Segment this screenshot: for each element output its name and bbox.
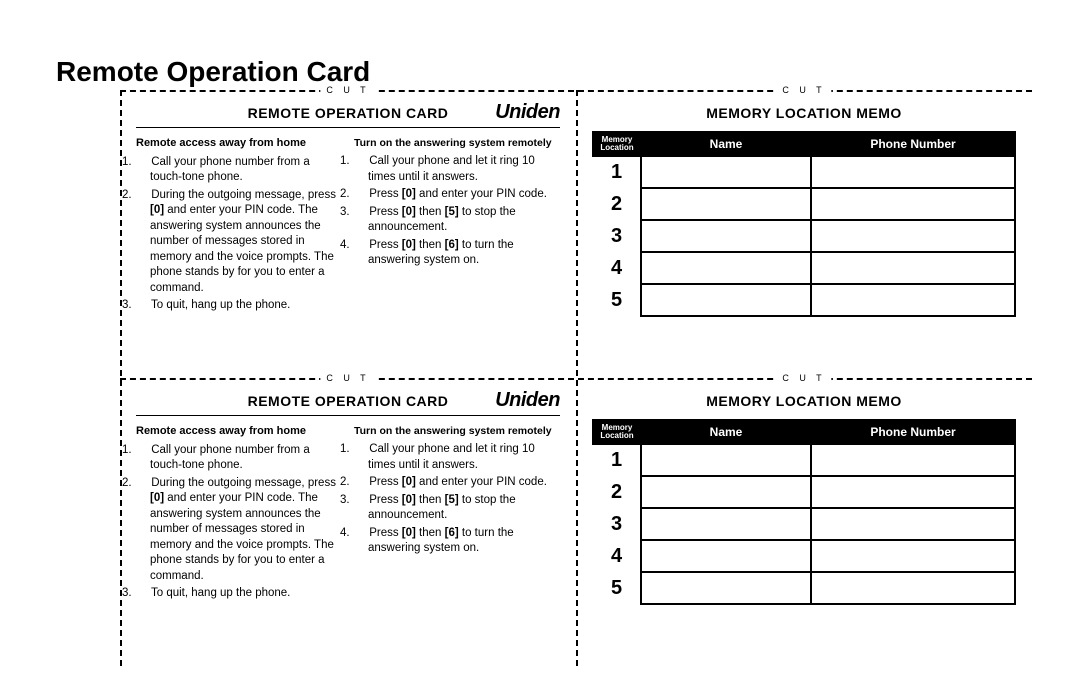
table-row: 5 bbox=[593, 284, 1015, 316]
cell-name[interactable] bbox=[641, 188, 811, 220]
cell-name[interactable] bbox=[641, 220, 811, 252]
cell-name[interactable] bbox=[641, 572, 811, 604]
cell-name[interactable] bbox=[641, 156, 811, 188]
memo-title: MEMORY LOCATION MEMO bbox=[592, 105, 1016, 121]
card-title: REMOTE OPERATION CARD bbox=[248, 105, 449, 121]
instruction-item: 2. Press [0] and enter your PIN code. bbox=[354, 187, 560, 203]
cell-phone[interactable] bbox=[811, 540, 1015, 572]
cell-phone[interactable] bbox=[811, 476, 1015, 508]
brand-logo: Uniden bbox=[495, 101, 560, 124]
operation-card: REMOTE OPERATION CARD Uniden Remote access… bbox=[128, 93, 568, 373]
instruction-item: 2. Press [0] and enter your PIN code. bbox=[354, 475, 560, 491]
memo-table: MemoryLocationNamePhone Number 12345 bbox=[592, 131, 1016, 317]
cell-phone[interactable] bbox=[811, 508, 1015, 540]
row-index: 4 bbox=[593, 252, 641, 284]
instruction-item: 3. To quit, hang up the phone. bbox=[136, 586, 342, 602]
col-header-name: Name bbox=[641, 420, 811, 444]
card-title: REMOTE OPERATION CARD bbox=[248, 393, 449, 409]
cell-phone[interactable] bbox=[811, 188, 1015, 220]
table-row: 4 bbox=[593, 252, 1015, 284]
row-index: 4 bbox=[593, 540, 641, 572]
instruction-item: 3. Press [0] then [5] to stop the announ… bbox=[354, 205, 560, 236]
cell-name[interactable] bbox=[641, 284, 811, 316]
col-heading: Remote access away from home bbox=[136, 136, 342, 151]
cell-name[interactable] bbox=[641, 476, 811, 508]
instruction-item: 4. Press [0] then [6] to turn the answer… bbox=[354, 238, 560, 269]
row-index: 3 bbox=[593, 508, 641, 540]
instruction-item: 2. During the outgoing message, press [0… bbox=[136, 476, 342, 585]
page-title: Remote Operation Card bbox=[56, 56, 370, 88]
instruction-item: 1. Call your phone and let it ring 10 ti… bbox=[354, 442, 560, 473]
table-row: 3 bbox=[593, 220, 1015, 252]
cell-name[interactable] bbox=[641, 252, 811, 284]
table-row: 4 bbox=[593, 540, 1015, 572]
row-index: 2 bbox=[593, 476, 641, 508]
instruction-item: 3. To quit, hang up the phone. bbox=[136, 298, 342, 314]
instruction-list: 1. Call your phone number from a touch-t… bbox=[136, 155, 342, 314]
cell-phone[interactable] bbox=[811, 252, 1015, 284]
cell-name[interactable] bbox=[641, 540, 811, 572]
instruction-item: 1. Call your phone number from a touch-t… bbox=[136, 443, 342, 474]
memory-memo: MEMORY LOCATION MEMO MemoryLocationNamePh… bbox=[584, 93, 1024, 373]
row-index: 3 bbox=[593, 220, 641, 252]
row-index: 1 bbox=[593, 444, 641, 476]
memo-table: MemoryLocationNamePhone Number 12345 bbox=[592, 419, 1016, 605]
col-header-name: Name bbox=[641, 132, 811, 156]
col-heading: Turn on the answering system remotely bbox=[354, 136, 560, 150]
instruction-list: 1. Call your phone number from a touch-t… bbox=[136, 443, 342, 602]
instruction-item: 1. Call your phone number from a touch-t… bbox=[136, 155, 342, 186]
memory-memo: MEMORY LOCATION MEMO MemoryLocationNamePh… bbox=[584, 381, 1024, 661]
cell-phone[interactable] bbox=[811, 220, 1015, 252]
table-row: 2 bbox=[593, 476, 1015, 508]
col-header-phone: Phone Number bbox=[811, 420, 1015, 444]
cell-name[interactable] bbox=[641, 508, 811, 540]
col-heading: Turn on the answering system remotely bbox=[354, 424, 560, 438]
card-grid: C U T C U T C U T C U T REMOTE OPERATION… bbox=[120, 90, 1032, 666]
table-row: 2 bbox=[593, 188, 1015, 220]
row-index: 2 bbox=[593, 188, 641, 220]
instruction-list: 1. Call your phone and let it ring 10 ti… bbox=[354, 442, 560, 557]
cell-phone[interactable] bbox=[811, 572, 1015, 604]
memo-title: MEMORY LOCATION MEMO bbox=[592, 393, 1016, 409]
row-index: 1 bbox=[593, 156, 641, 188]
table-row: 5 bbox=[593, 572, 1015, 604]
col-heading: Remote access away from home bbox=[136, 424, 342, 439]
table-row: 1 bbox=[593, 156, 1015, 188]
instruction-item: 2. During the outgoing message, press [0… bbox=[136, 188, 342, 297]
cell-phone[interactable] bbox=[811, 284, 1015, 316]
instruction-item: 4. Press [0] then [6] to turn the answer… bbox=[354, 526, 560, 557]
row-index: 5 bbox=[593, 284, 641, 316]
instruction-list: 1. Call your phone and let it ring 10 ti… bbox=[354, 154, 560, 269]
table-row: 1 bbox=[593, 444, 1015, 476]
operation-card: REMOTE OPERATION CARD Uniden Remote access… bbox=[128, 381, 568, 661]
col-header-memory-location: MemoryLocation bbox=[593, 420, 641, 444]
col-header-memory-location: MemoryLocation bbox=[593, 132, 641, 156]
col-header-phone: Phone Number bbox=[811, 132, 1015, 156]
brand-logo: Uniden bbox=[495, 389, 560, 412]
instruction-item: 1. Call your phone and let it ring 10 ti… bbox=[354, 154, 560, 185]
instruction-item: 3. Press [0] then [5] to stop the announ… bbox=[354, 493, 560, 524]
cell-phone[interactable] bbox=[811, 156, 1015, 188]
row-index: 5 bbox=[593, 572, 641, 604]
cell-name[interactable] bbox=[641, 444, 811, 476]
cell-phone[interactable] bbox=[811, 444, 1015, 476]
table-row: 3 bbox=[593, 508, 1015, 540]
